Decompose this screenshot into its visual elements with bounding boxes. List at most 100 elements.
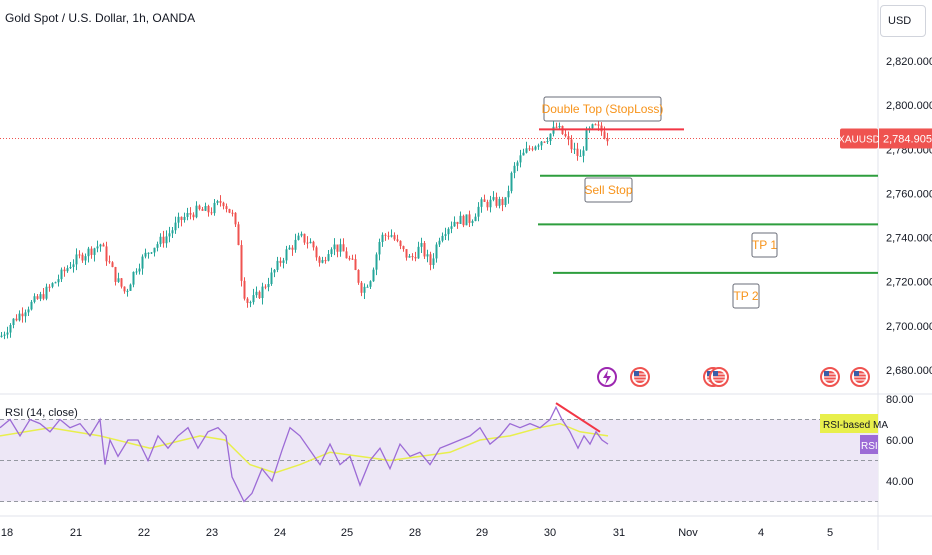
candle-body bbox=[144, 252, 147, 257]
price-tick-label: 2,720.000 bbox=[886, 277, 932, 289]
candle-body bbox=[276, 260, 279, 270]
candle-body bbox=[504, 197, 507, 206]
candle-body bbox=[69, 266, 72, 269]
candle-body bbox=[9, 325, 12, 333]
price-badge-text: 2,784.905 bbox=[883, 133, 932, 145]
time-tick-label: 22 bbox=[138, 527, 150, 539]
candle-body bbox=[471, 221, 474, 223]
candle-body bbox=[297, 235, 300, 240]
candle-body bbox=[450, 226, 453, 229]
candle-body bbox=[72, 264, 75, 267]
candle-body bbox=[336, 244, 339, 252]
rsi-trendline bbox=[555, 402, 601, 433]
candle-body bbox=[477, 206, 480, 217]
candle-body bbox=[48, 286, 51, 288]
candle-body bbox=[66, 268, 69, 272]
candle-body bbox=[447, 228, 450, 235]
us-flag-event-icon bbox=[850, 367, 870, 387]
rsi-title: RSI (14, close) bbox=[5, 407, 78, 419]
candle-body bbox=[495, 197, 498, 206]
candle-body bbox=[195, 205, 198, 218]
candle-body bbox=[306, 242, 309, 244]
candle-body bbox=[576, 148, 579, 156]
rsi-tick-label: 40.00 bbox=[886, 476, 914, 488]
candle-body bbox=[90, 248, 93, 255]
candle-body bbox=[54, 282, 57, 284]
candle-body bbox=[240, 245, 243, 281]
price-tick-label: 2,740.000 bbox=[886, 233, 932, 245]
candle-body bbox=[399, 240, 402, 247]
candle-body bbox=[42, 294, 45, 299]
rsi-band bbox=[0, 419, 878, 502]
candle-body bbox=[174, 222, 177, 231]
candle-body bbox=[321, 260, 324, 263]
tp2-label: TP 2 bbox=[732, 283, 760, 309]
candle-body bbox=[150, 252, 153, 254]
tp1-label: TP 1 bbox=[751, 232, 778, 258]
candle-body bbox=[606, 138, 609, 142]
candle-body bbox=[363, 286, 366, 293]
time-tick-label: 23 bbox=[206, 527, 218, 539]
candle-body bbox=[462, 215, 465, 226]
time-tick-label: 29 bbox=[476, 527, 488, 539]
candle-body bbox=[492, 197, 495, 200]
candle-body bbox=[15, 318, 18, 321]
candle-body bbox=[327, 254, 330, 261]
candle-body bbox=[531, 148, 534, 150]
candle-body bbox=[375, 254, 378, 270]
candle-body bbox=[366, 286, 369, 288]
candle-body bbox=[12, 318, 15, 326]
candle-body bbox=[192, 214, 195, 218]
candle-body bbox=[33, 296, 36, 302]
rsi-badge-bg bbox=[860, 435, 878, 454]
us-flag-event-icon-canton bbox=[707, 371, 712, 376]
candle-body bbox=[516, 162, 519, 166]
candle-body bbox=[525, 148, 528, 153]
candle-body bbox=[438, 240, 441, 245]
candle-body bbox=[258, 291, 261, 299]
candle-body bbox=[138, 268, 141, 272]
double-top-label-text: Double Top (StopLoss) bbox=[542, 102, 664, 116]
currency-selector[interactable]: USD bbox=[880, 5, 926, 37]
candlestick-series bbox=[0, 119, 609, 340]
sell-stop-label-text: Sell Stop bbox=[584, 183, 632, 197]
candle-body bbox=[417, 246, 420, 259]
candle-body bbox=[84, 256, 87, 261]
candle-body bbox=[21, 313, 24, 317]
candle-body bbox=[291, 247, 294, 250]
candle-body bbox=[342, 244, 345, 252]
candle-body bbox=[507, 191, 510, 198]
candle-body bbox=[372, 269, 375, 282]
candle-body bbox=[339, 244, 342, 252]
candle-body bbox=[99, 244, 102, 247]
candle-body bbox=[111, 262, 114, 268]
candle-body bbox=[345, 251, 348, 259]
candle-body bbox=[36, 296, 39, 299]
candle-body bbox=[93, 248, 96, 255]
candle-body bbox=[303, 233, 306, 243]
candle-body bbox=[498, 198, 501, 206]
candle-body bbox=[249, 302, 252, 304]
symbol-badge-bg bbox=[840, 128, 878, 149]
rsi-ma-badge-text: RSI-based MA bbox=[823, 420, 888, 431]
double-top-label-box bbox=[543, 96, 662, 122]
candle-body bbox=[597, 124, 600, 126]
candle-body bbox=[543, 141, 546, 143]
candle-body bbox=[57, 279, 60, 283]
candle-body bbox=[171, 230, 174, 234]
candle-body bbox=[102, 244, 105, 247]
candle-body bbox=[225, 206, 228, 209]
candle-body bbox=[270, 272, 273, 285]
candle-body bbox=[384, 234, 387, 236]
symbol-badge-text: XAUUSD bbox=[838, 134, 880, 145]
price-tick-label: 2,760.000 bbox=[886, 188, 932, 200]
candle-body bbox=[501, 198, 504, 206]
candle-body bbox=[381, 234, 384, 242]
tp1-label-text: TP 1 bbox=[752, 238, 777, 252]
candle-body bbox=[486, 201, 489, 208]
candle-body bbox=[549, 133, 552, 142]
candle-body bbox=[156, 244, 159, 248]
candle-body bbox=[582, 150, 585, 156]
